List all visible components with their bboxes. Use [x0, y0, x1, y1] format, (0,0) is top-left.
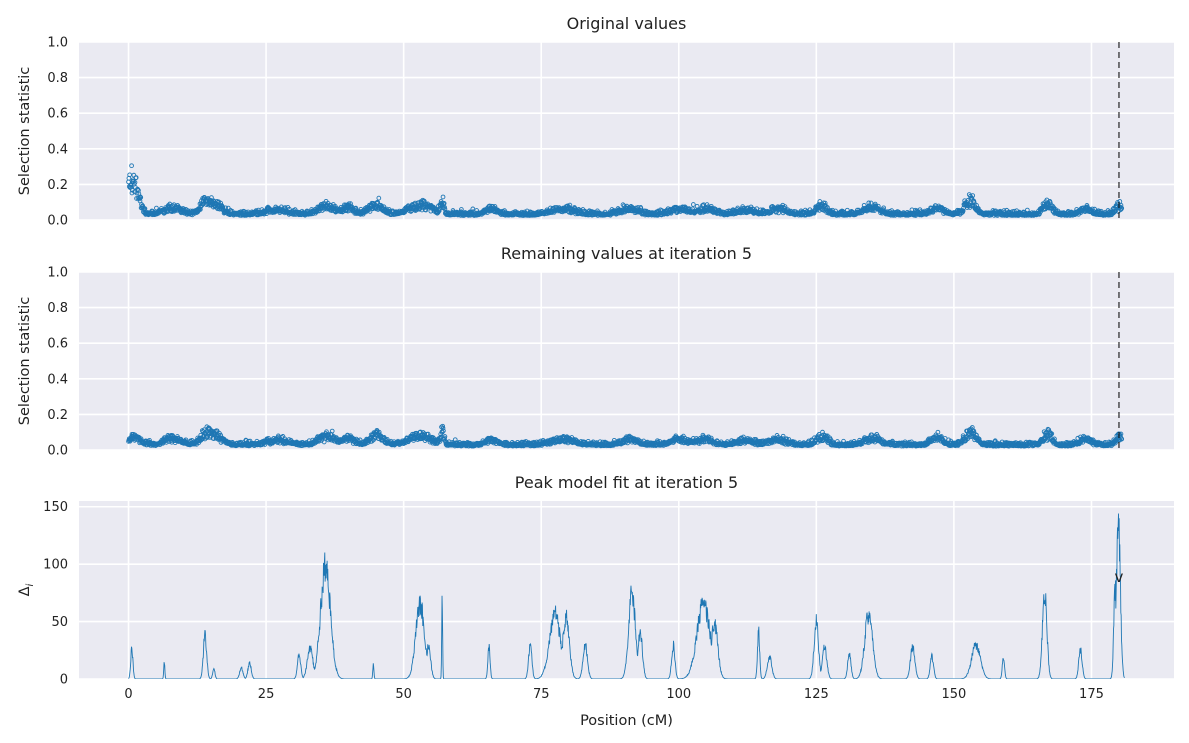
scatter-point — [132, 180, 138, 185]
scatter-point — [367, 209, 373, 214]
scatter-point — [138, 195, 144, 200]
scatter-point — [638, 206, 644, 211]
y-tick-label: 0.6 — [47, 337, 68, 352]
y-tick-label: 0.8 — [47, 71, 68, 86]
y-tick-label: 0.4 — [47, 142, 68, 157]
scatter-point — [440, 194, 446, 200]
scatter-point — [441, 428, 446, 434]
panel-2: 0.0 0.2 0.4 0.6 0.8 1.0 Remaining values at it… — [17, 244, 1174, 459]
scatter-point — [147, 438, 152, 443]
y-tick-label: 0.6 — [47, 107, 68, 122]
scatter-point — [133, 175, 139, 180]
y-tick-label: 1.0 — [47, 36, 68, 51]
scatter-point — [129, 190, 135, 196]
y-tick-label: 0.0 — [47, 444, 68, 459]
scatter-series — [126, 423, 1125, 449]
scatter-point — [567, 202, 573, 208]
scatter-point — [206, 425, 212, 431]
scatter-point — [971, 200, 977, 206]
chart-title: Original values — [567, 14, 687, 33]
plot-area — [126, 423, 1125, 449]
scatter-point — [974, 432, 979, 438]
scatter-point — [784, 436, 789, 442]
panel-1: 0.0 0.2 0.4 0.6 0.8 1.0 Original values Selecti… — [17, 14, 1174, 229]
scatter-point — [822, 200, 828, 206]
scatter-point — [970, 193, 976, 198]
scatter-point — [440, 425, 446, 431]
scatter-point — [1119, 205, 1125, 211]
scatter-series — [126, 163, 1125, 218]
scatter-point — [220, 205, 226, 211]
scatter-point — [442, 434, 448, 439]
chart-title: Remaining values at iteration 5 — [501, 244, 752, 263]
scatter-point — [442, 206, 448, 212]
scatter-point — [408, 209, 414, 214]
plot-area — [126, 163, 1125, 218]
scatter-point — [868, 200, 874, 206]
scatter-point — [1047, 200, 1053, 206]
scatter-point — [704, 202, 710, 207]
scatter-point — [198, 207, 203, 212]
scatter-point — [935, 429, 941, 435]
scatter-point — [376, 195, 382, 201]
scatter-point — [971, 428, 977, 434]
scatter-point — [470, 206, 476, 212]
scatter-point — [375, 199, 381, 205]
scatter-point — [442, 204, 447, 210]
y-tick-label: 0.2 — [47, 178, 68, 193]
scatter-point — [154, 205, 159, 211]
y-tick-label: 0.4 — [47, 372, 68, 387]
scatter-point — [218, 200, 223, 206]
scatter-point — [835, 439, 840, 444]
y-axis-label: Selection statistic — [17, 297, 33, 426]
scatter-point — [690, 202, 696, 207]
scatter-point — [353, 205, 359, 211]
scatter-point — [780, 433, 786, 439]
y-tick-label: 1.0 — [47, 266, 68, 281]
scatter-point — [490, 204, 496, 209]
y-tick-label: 0.8 — [47, 301, 68, 316]
scatter-point — [132, 189, 137, 195]
scatter-point — [329, 428, 335, 434]
y-tick-label: 0.0 — [47, 214, 68, 229]
scatter-point — [129, 163, 134, 169]
axes-background — [79, 272, 1174, 450]
scatter-point — [142, 206, 148, 212]
scatter-point — [440, 423, 445, 429]
scatter-point — [138, 436, 144, 442]
scatter-point — [866, 200, 872, 206]
scatter-point — [620, 202, 626, 208]
scatter-point — [960, 208, 966, 214]
scatter-point — [820, 429, 825, 435]
y-tick-label: 0.2 — [47, 408, 68, 423]
scatter-point — [436, 208, 442, 214]
axes-background — [79, 42, 1174, 220]
y-axis-label: Selection statistic — [17, 67, 33, 196]
